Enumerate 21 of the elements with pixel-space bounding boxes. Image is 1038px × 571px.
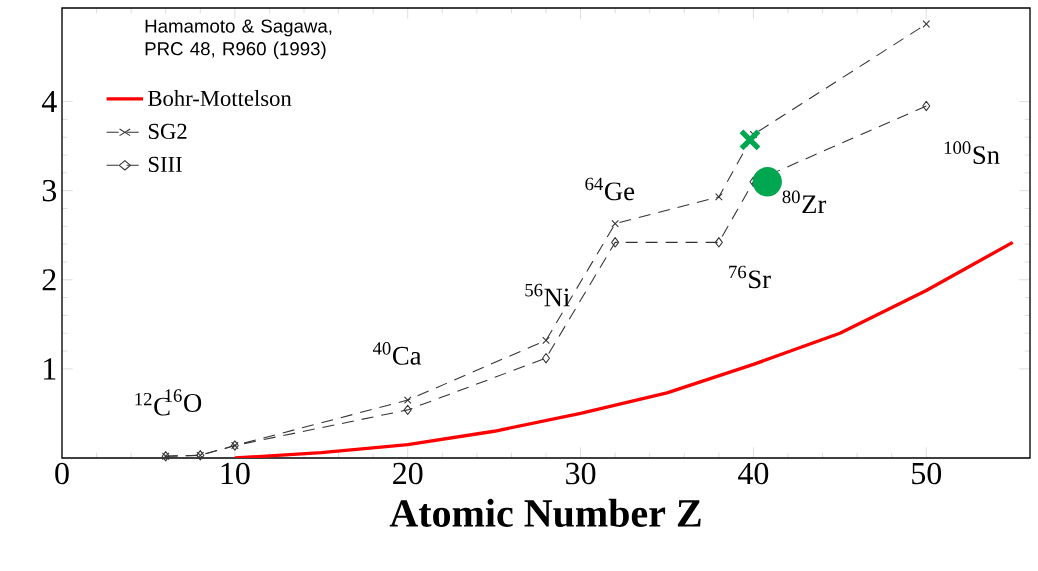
legend-label: SG2 [148, 123, 187, 140]
annotation: $^{80}$Zr [782, 190, 827, 213]
annotation: $^{56}$Ni [525, 283, 570, 307]
annotation: $^{100}$Sn [944, 141, 1000, 165]
legend-label: Bohr-Mottelson [148, 90, 292, 107]
annotation: Hamamoto & Sagawa, PRC 48, R960 (1993) [145, 19, 332, 60]
y-tick-label: 1 [44, 358, 56, 380]
legend-label: SIII [148, 156, 182, 173]
x-tick-label: 0 [55, 462, 69, 485]
x-tick-label: 20 [393, 462, 423, 485]
y-tick-label: 4 [41, 91, 57, 113]
annotation: $^{40}$Ca [372, 342, 422, 365]
annotation: $^{76}$Sr [729, 265, 771, 289]
x-tick-label: 10 [221, 462, 250, 485]
x-axis-title: Atomic Number Z [389, 498, 701, 528]
x-tick-label: 30 [566, 462, 596, 485]
x-tick-label: 50 [912, 462, 942, 485]
y-tick-label: 3 [42, 179, 57, 202]
y-tick-label: 2 [42, 269, 56, 291]
annotation: $^{64}$Ge [585, 177, 635, 201]
x-tick-label: 40 [738, 462, 769, 485]
